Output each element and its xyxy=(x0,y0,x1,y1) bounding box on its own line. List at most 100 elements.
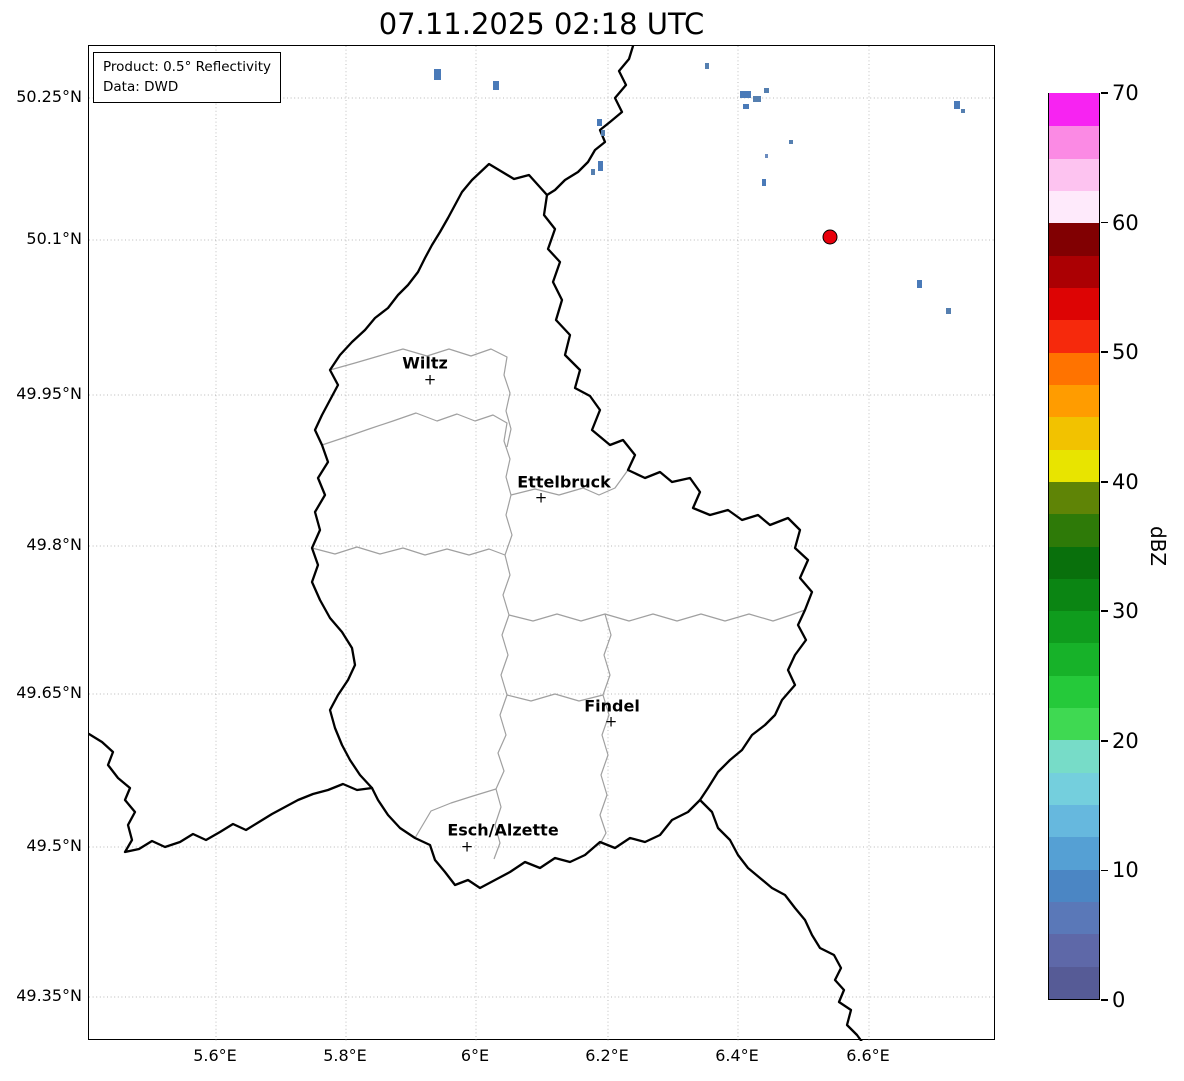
colorbar-tick-label: 10 xyxy=(1112,858,1139,883)
radar-site-marker xyxy=(822,229,838,245)
colorbar-tick-label: 40 xyxy=(1112,469,1139,494)
city-plus-marker: + xyxy=(423,370,437,389)
colorbar-band xyxy=(1049,804,1099,838)
district-border xyxy=(493,494,513,860)
lat-tick-label: 49.5°N xyxy=(26,836,82,855)
city-label: Wiltz xyxy=(402,353,448,373)
city-plus-marker: + xyxy=(604,712,618,731)
colorbar-band xyxy=(1049,578,1099,612)
district-border xyxy=(510,469,629,496)
radar-echo xyxy=(789,140,793,144)
city-label: Findel xyxy=(584,696,640,716)
colorbar-band xyxy=(1049,222,1099,256)
radar-echo xyxy=(434,69,441,80)
radar-echo xyxy=(601,130,605,136)
colorbar-band xyxy=(1049,707,1099,741)
colorbar-tick xyxy=(1101,869,1108,872)
figure-title: 07.11.2025 02:18 UTC xyxy=(378,7,705,41)
colorbar-band xyxy=(1049,675,1099,709)
luxembourg-border xyxy=(310,162,814,890)
district-border xyxy=(506,693,604,702)
colorbar-band xyxy=(1049,772,1099,806)
marker-layer xyxy=(822,229,838,245)
colorbar-tick xyxy=(1101,740,1108,742)
colorbar-band xyxy=(1049,158,1099,191)
radar-echo xyxy=(740,91,751,98)
colorbar-band xyxy=(1049,869,1099,903)
radar-echo xyxy=(753,96,761,102)
colorbar-tick-label: 50 xyxy=(1112,340,1139,365)
colorbar-band xyxy=(1049,319,1099,353)
info-source-line: Data: DWD xyxy=(103,79,179,96)
colorbar-band xyxy=(1049,190,1099,224)
lon-tick-label: 6.4°E xyxy=(715,1046,759,1065)
colorbar-band xyxy=(1049,481,1099,515)
map-canvas xyxy=(89,46,996,1041)
city-label: Ettelbruck xyxy=(517,472,611,492)
gridlines-layer xyxy=(89,46,996,1041)
lat-tick-label: 50.1°N xyxy=(26,229,82,248)
belgium-germany-border xyxy=(545,46,635,197)
colorbar-band xyxy=(1049,901,1099,935)
radar-echo xyxy=(765,154,768,158)
colorbar-tick-label: 0 xyxy=(1112,988,1126,1012)
colorbar-band xyxy=(1049,739,1099,773)
city-label: Esch/Alzette xyxy=(447,820,559,840)
city-plus-marker: + xyxy=(460,837,474,856)
info-product-line: Product: 0.5° Reflectivity xyxy=(103,59,271,75)
lon-tick-label: 5.6°E xyxy=(193,1046,237,1065)
colorbar-band xyxy=(1049,545,1099,579)
lon-tick-label: 5.8°E xyxy=(323,1046,367,1065)
colorbar-tick-label: 30 xyxy=(1112,599,1139,624)
district-border xyxy=(329,348,512,448)
colorbar-band xyxy=(1049,610,1099,644)
colorbar-band xyxy=(1049,933,1099,967)
colorbar-tick xyxy=(1101,610,1108,613)
radar-echo xyxy=(961,109,965,113)
france-belgium-border xyxy=(89,732,374,854)
colorbar-band xyxy=(1049,125,1099,159)
lat-tick-label: 49.65°N xyxy=(16,683,82,702)
map-plot-area: Product: 0.5° Reflectivity Data: DWD Wil… xyxy=(88,45,996,1041)
radar-echo xyxy=(764,88,769,93)
colorbar-band xyxy=(1049,642,1099,676)
radar-echo xyxy=(597,119,602,126)
colorbar-band xyxy=(1049,416,1099,450)
lat-tick-label: 49.35°N xyxy=(16,986,82,1005)
colorbar-tick xyxy=(1101,221,1108,224)
colorbar-tick xyxy=(1101,351,1108,353)
district-border xyxy=(321,412,512,496)
colorbar-tick xyxy=(1101,480,1108,483)
colorbar-unit-label: dBZ xyxy=(1146,525,1170,567)
district-border xyxy=(311,546,506,556)
district-border xyxy=(508,609,806,622)
radar-echo xyxy=(493,81,499,90)
colorbar-band xyxy=(1049,513,1099,547)
radar-echo xyxy=(591,169,595,175)
colorbar-tick-label: 20 xyxy=(1112,728,1139,753)
lon-tick-label: 6°E xyxy=(460,1046,490,1065)
radar-echo xyxy=(705,63,709,69)
colorbar-band xyxy=(1049,384,1099,418)
colorbar-band xyxy=(1049,287,1099,321)
france-germany-border xyxy=(698,798,863,1041)
colorbar-band xyxy=(1049,449,1099,482)
colorbar-band xyxy=(1049,836,1099,870)
radar-echo xyxy=(598,161,603,171)
district-borders-layer xyxy=(311,348,806,860)
colorbar-band xyxy=(1049,93,1099,127)
lat-tick-label: 50.25°N xyxy=(16,87,82,106)
colorbar-band xyxy=(1049,255,1099,288)
radar-echo xyxy=(743,104,749,109)
radar-echo xyxy=(954,101,960,109)
district-border xyxy=(414,788,497,839)
colorbar-band xyxy=(1049,966,1099,999)
colorbar-tick-label: 70 xyxy=(1112,81,1139,105)
lat-tick-label: 49.95°N xyxy=(16,384,82,403)
colorbar-tick xyxy=(1101,92,1108,94)
radar-echo-layer xyxy=(434,63,965,314)
colorbar xyxy=(1048,93,1100,1000)
district-border xyxy=(598,613,612,847)
colorbar-tick-label: 60 xyxy=(1112,210,1139,235)
